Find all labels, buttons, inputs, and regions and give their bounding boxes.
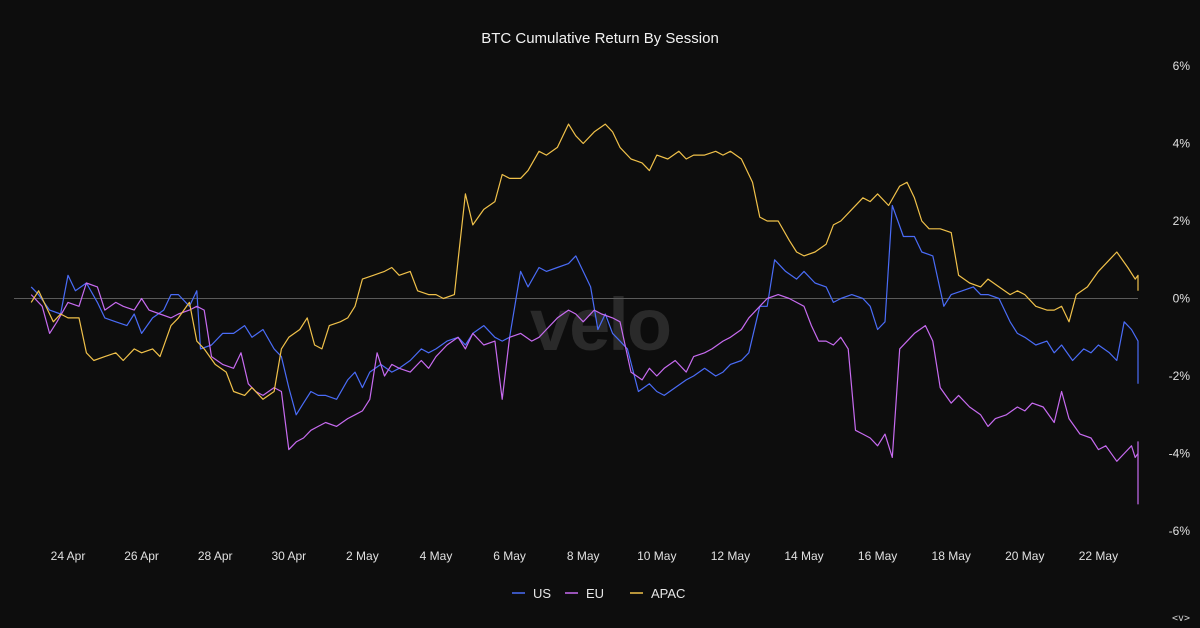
x-tick-label: 18 May — [932, 549, 971, 563]
y-tick-label: -2% — [1169, 369, 1191, 383]
chart-title: BTC Cumulative Return By Session — [481, 30, 719, 47]
y-tick-label: -6% — [1169, 524, 1191, 538]
watermark: velo — [530, 283, 670, 366]
x-tick-label: 22 May — [1079, 549, 1118, 563]
x-tick-label: 10 May — [637, 549, 676, 563]
x-tick-label: 6 May — [493, 549, 526, 563]
y-tick-label: 4% — [1173, 137, 1191, 151]
series-line-apac — [30, 123, 1139, 400]
series-line-us — [30, 204, 1139, 416]
y-tick-label: 6% — [1173, 59, 1191, 73]
y-tick-label: 0% — [1173, 292, 1191, 306]
y-tick-label: -4% — [1169, 447, 1191, 461]
x-tick-label: 14 May — [784, 549, 823, 563]
x-tick-label: 26 Apr — [124, 549, 159, 563]
x-tick-label: 20 May — [1005, 549, 1044, 563]
x-tick-label: 8 May — [567, 549, 600, 563]
legend-label: APAC — [651, 586, 685, 601]
x-tick-label: 4 May — [420, 549, 453, 563]
x-tick-label: 16 May — [858, 549, 897, 563]
x-tick-label: 24 Apr — [51, 549, 86, 563]
x-tick-label: 28 Apr — [198, 549, 233, 563]
legend-label: EU — [586, 586, 604, 601]
legend-item-us[interactable]: US — [512, 586, 551, 601]
legend: US EU APAC — [512, 586, 685, 601]
legend-item-apac[interactable]: APAC — [630, 586, 685, 601]
series-lines — [30, 123, 1139, 505]
y-tick-label: 2% — [1173, 214, 1191, 228]
y-axis: 6% 4% 2% 0% -2% -4% -6% — [1169, 59, 1191, 538]
x-tick-label: 12 May — [711, 549, 750, 563]
x-tick-label: 30 Apr — [271, 549, 306, 563]
series-line-eu — [30, 282, 1139, 505]
x-axis: 24 Apr 26 Apr 28 Apr 30 Apr 2 May 4 May 6 May 8… — [51, 549, 1118, 563]
corner-mark: <v> — [1171, 613, 1190, 624]
legend-item-eu[interactable]: EU — [565, 586, 604, 601]
x-tick-label: 2 May — [346, 549, 379, 563]
legend-label: US — [533, 586, 551, 601]
